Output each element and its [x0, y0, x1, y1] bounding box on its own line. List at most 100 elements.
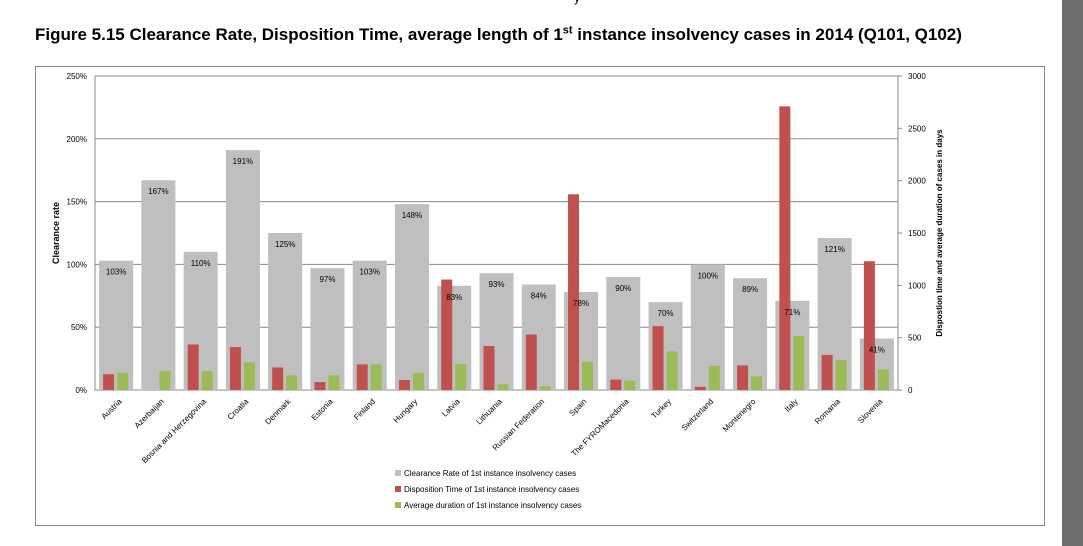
x-tick-label: Azerbaijan	[133, 397, 166, 430]
x-tick-label: Switzerland	[680, 397, 716, 433]
x-tick-label: Hungary	[392, 397, 420, 425]
y-tick-label: 50%	[71, 323, 87, 332]
clearance-value-label: 70%	[658, 309, 674, 318]
duration-bar	[412, 372, 424, 390]
bar-value-labels: 103% 167% 110% 191% 125% 97% 103% 148% 83% 93% 84%…	[106, 157, 885, 354]
legend-label: Disposition Time of 1st instance insolve…	[404, 485, 579, 494]
x-tick-label: Italy	[783, 397, 800, 414]
x-tick-label: Croatia	[226, 397, 251, 422]
legend-swatch	[395, 502, 401, 508]
duration-bar	[877, 369, 889, 390]
clearance-value-label: 121%	[824, 245, 844, 254]
legend-label: Clearance Rate of 1st instance insolvenc…	[404, 469, 576, 478]
disposition-bar	[441, 279, 453, 390]
clearance-value-label: 93%	[488, 280, 504, 289]
clearance-bar	[268, 233, 303, 390]
clearance-value-label: 191%	[233, 157, 253, 166]
duration-bar	[624, 380, 636, 390]
y-tick-label: 200%	[67, 135, 87, 144]
duration-bar	[751, 376, 763, 390]
clearance-bar	[141, 180, 176, 390]
disposition-bar	[229, 347, 241, 390]
duration-bar	[370, 364, 382, 390]
duration-bar	[117, 372, 129, 390]
clearance-value-label: 41%	[869, 346, 885, 355]
clearance-bar	[310, 268, 345, 390]
disposition-bar	[103, 374, 115, 390]
disposition-bar	[568, 194, 580, 390]
legend-swatch	[395, 470, 401, 476]
duration-bar	[666, 351, 678, 390]
y2-axis-title: Dispostion time and average duration of …	[935, 129, 944, 337]
disposition-bar	[863, 261, 875, 390]
y-axis-title: Clearance rate	[51, 202, 61, 264]
previous-page-text-fragment: y	[574, 0, 580, 5]
chart-frame	[35, 66, 1045, 526]
y-tick-label: 100%	[67, 260, 87, 269]
duration-bar	[455, 363, 467, 390]
clearance-value-label: 78%	[573, 299, 589, 308]
y2-tick-label: 2500	[908, 124, 926, 133]
y2-tick-label: 500	[908, 334, 922, 343]
bars	[99, 106, 894, 390]
y2-tick-label: 2000	[908, 177, 926, 186]
disposition-bar	[483, 346, 495, 390]
duration-bar	[201, 371, 213, 390]
clearance-value-label: 100%	[698, 271, 718, 280]
disposition-bar	[398, 380, 410, 390]
x-tick-label: Lithuania	[475, 397, 505, 427]
disposition-bar	[610, 379, 622, 390]
duration-bar	[793, 336, 805, 390]
y2-tick-label: 0	[908, 386, 913, 395]
disposition-bar	[737, 365, 749, 390]
disposition-bar	[314, 382, 326, 390]
disposition-bar	[272, 367, 284, 390]
clearance-value-label: 97%	[319, 275, 335, 284]
clearance-value-label: 90%	[615, 284, 631, 293]
duration-bar	[708, 365, 720, 390]
x-tick-label: Austria	[100, 397, 124, 421]
y2-tick-label: 1000	[908, 281, 926, 290]
y2-tick-label: 1500	[908, 229, 926, 238]
disposition-bar	[694, 386, 706, 390]
x-tick-label: Romania	[813, 397, 842, 426]
disposition-bar	[356, 364, 368, 390]
duration-bar	[286, 375, 298, 390]
figure-title-main: Figure 5.15 Clearance Rate, Disposition …	[35, 25, 563, 44]
duration-bar	[159, 371, 171, 390]
legend-label: Average duration of 1st instance insolve…	[404, 501, 581, 510]
clearance-value-label: 148%	[402, 211, 422, 220]
x-tick-label: Latvia	[440, 397, 462, 419]
clearance-value-label: 110%	[191, 259, 211, 268]
duration-bar	[243, 362, 255, 390]
figure-title-rest: instance insolvency cases in 2014 (Q101,…	[572, 25, 962, 44]
y-tick-label: 0%	[75, 386, 87, 395]
y-tick-label: 150%	[67, 198, 87, 207]
disposition-bar	[652, 326, 664, 390]
duration-bar	[328, 375, 340, 390]
duration-bar	[582, 361, 594, 390]
x-tick-label: Finland	[352, 397, 377, 422]
clearance-value-label: 103%	[106, 268, 126, 277]
x-tick-label: Denmark	[263, 396, 293, 426]
legend: Clearance Rate of 1st instance insolvenc…	[395, 469, 581, 510]
clearance-bar	[394, 204, 429, 390]
window-scrollbar[interactable]	[1062, 0, 1083, 546]
x-tick-label: Spain	[568, 397, 589, 418]
y2-tick-label: 3000	[908, 72, 926, 81]
duration-bar	[497, 384, 509, 390]
x-tick-label: Turkey	[650, 397, 673, 420]
disposition-bar	[779, 106, 791, 390]
duration-bar	[835, 360, 847, 390]
clearance-value-label: 83%	[446, 293, 462, 302]
clearance-value-label: 84%	[531, 291, 547, 300]
x-tick-label: Slovenia	[856, 397, 884, 425]
y-tick-label: 250%	[67, 72, 87, 81]
disposition-bar	[821, 354, 833, 390]
duration-bar	[539, 386, 551, 390]
clearance-bar	[606, 276, 641, 390]
clearance-value-label: 103%	[359, 268, 379, 277]
x-tick-label: Estonia	[310, 397, 336, 423]
clearance-value-label: 71%	[784, 308, 800, 317]
